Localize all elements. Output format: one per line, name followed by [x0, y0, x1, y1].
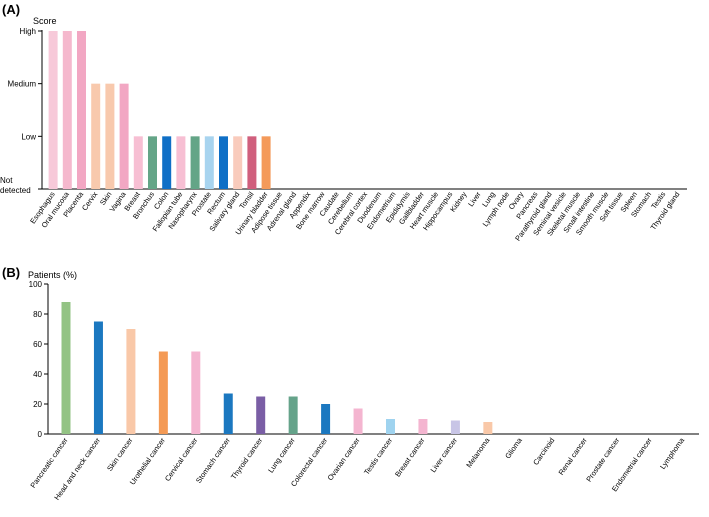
panel-b-label: (B) [2, 265, 20, 280]
panel-b-bar-skin-cancer [126, 329, 136, 434]
panel-b-y-tick-label: 60 [33, 340, 42, 349]
panel-a-bar-cervix [91, 83, 101, 189]
panel-a-bar-placenta [77, 31, 86, 189]
panel-b-category-label: Prostate cancer [584, 436, 621, 484]
panel-b-category-label: Renal cancer [556, 436, 589, 477]
panel-a-bar-vagina [119, 83, 129, 189]
panel-a-label: (A) [2, 2, 20, 17]
panel-a-bar-oral-mucosa [62, 31, 72, 189]
panel-a-bar-esophagus [48, 31, 58, 189]
panel-a-bar-rectum [219, 136, 228, 189]
panel-b-category-label: Stomach cancer [194, 436, 232, 485]
panel-b-bar-melanoma [483, 422, 493, 434]
panel-b-y-tick-label: 0 [38, 430, 43, 439]
panel-b-y-tick-label: 40 [33, 370, 42, 379]
panel-a-y-tick-label: Medium [8, 80, 37, 89]
panel-a-bar-urinary-bladder [261, 136, 271, 189]
panel-a-y-tick-label: High [20, 27, 36, 36]
panel-b-bar-ovarian-cancer [353, 408, 363, 434]
panel-a-bar-colon [162, 136, 172, 189]
panel-b-category-label: Urothelial cancer [128, 436, 167, 487]
panel-b-category-label: Ovarian cancer [326, 436, 362, 483]
panel-b-bar-pancreatic-cancer [61, 302, 71, 434]
panel-b-category-label: Cervical cancer [163, 436, 200, 483]
panel-a-bar-skin [105, 83, 115, 189]
panel-b-bar-breast-cancer [418, 419, 428, 434]
panel-a-bar-prostate [204, 136, 214, 189]
panel-b-category-label: Breast cancer [393, 436, 427, 479]
panel-b-bar-testis-cancer [386, 419, 395, 434]
panel-b-bar-thyroid-cancer [256, 396, 266, 434]
panel-a-category-label: Cervix [80, 190, 100, 213]
panel-b-category-label: Glioma [503, 435, 524, 460]
panel-b-category-label: Liver cancer [429, 436, 460, 475]
panel-b-bar-liver-cancer [450, 420, 460, 434]
panel-a-category-label: Liver [466, 190, 483, 209]
panel-b-category-label: Lymphoma [658, 435, 687, 471]
panel-a-y-tick-label: Low [21, 132, 36, 141]
panel-b-bar-head-and-neck-cancer [93, 321, 103, 434]
panel-b-y-tick-label: 100 [29, 280, 43, 289]
panel-b-category-label: Skin cancer [105, 436, 135, 473]
panel-a-y-axis-title: Score [33, 16, 57, 26]
panel-b-category-label: Testis cancer [362, 436, 394, 477]
panel-b-y-axis-title: Patients (%) [28, 270, 77, 280]
panel-b-y-tick-label: 20 [33, 400, 42, 409]
panel-b-category-label: Melanoma [464, 435, 492, 469]
panel-b-bar-cervical-cancer [191, 351, 201, 434]
panel-b-y-tick-label: 80 [33, 310, 42, 319]
panel-a-y-tick-label: Not detected [0, 176, 31, 195]
panel-b-category-label: Carcinoid [531, 436, 556, 467]
panel-a-bar-bronchus [148, 136, 157, 189]
panel-b-bar-lung-cancer [288, 396, 298, 434]
panel-a-bar-salivary-gland [233, 136, 243, 189]
panel-a-bar-fallopian-tube [176, 136, 186, 189]
panel-b-bar-colorectal-cancer [321, 404, 331, 434]
panel-a-bar-tonsil [247, 136, 257, 189]
panel-b-bar-stomach-cancer [223, 393, 233, 434]
panel-b-category-label: Lung cancer [266, 436, 297, 475]
panel-b-category-label: Thyroid cancer [229, 436, 265, 482]
panel-b-bar-urothelial-cancer [158, 351, 168, 434]
panel-a-bar-nasopharynx [190, 136, 200, 189]
panel-a-bar-breast [133, 136, 143, 189]
